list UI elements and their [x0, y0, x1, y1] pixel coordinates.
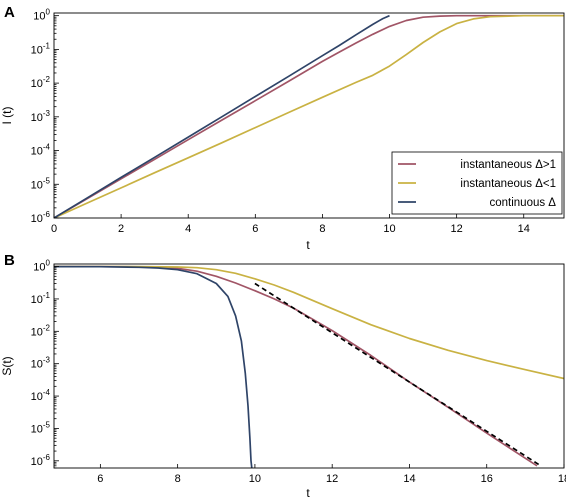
panel-a: A instantaneous Δ>1 instantaneous Δ<1 cont… — [0, 4, 565, 252]
legend-entry-instantaneous-gt-1: instantaneous Δ>1 — [460, 159, 556, 171]
panel-b-x-tick-label-14: 14 — [403, 473, 415, 485]
panel-b-x-tick-label-18: 18 — [558, 473, 566, 485]
tick-exponent: -4 — [43, 388, 51, 397]
legend-box — [391, 151, 563, 215]
panel-a-y-tick-label-0: 10-6 — [31, 210, 51, 225]
tick-base: 10 — [31, 112, 43, 124]
panel-a-y-tick-label-4: 10-2 — [31, 75, 51, 90]
panel-b-x-tick-label-12: 12 — [326, 473, 338, 485]
tick-exponent: -5 — [43, 176, 51, 185]
tick-base: 10 — [31, 326, 43, 338]
panel-a-x-tick-label-8: 8 — [319, 223, 325, 235]
panel-b: B 681012141618 10-610-510-410-310-210-11… — [0, 252, 566, 500]
panel-b-y-tick-label-0: 10-6 — [31, 453, 51, 468]
tick-base: 10 — [31, 179, 43, 191]
panel-a-plot-frame — [53, 12, 565, 219]
tick-exponent: -3 — [43, 356, 51, 365]
tick-exponent: -5 — [43, 420, 51, 429]
panel-a-x-axis: 0 2 4 6 8 10 12 14 — [51, 214, 530, 235]
panel-b-y-tick-label-6: 100 — [33, 259, 50, 274]
panel-b-series-reference-line — [254, 282, 542, 467]
tick-exponent: -6 — [43, 210, 51, 219]
tick-exponent: -3 — [43, 109, 51, 118]
tick-exponent: -1 — [43, 41, 51, 50]
panel-a-x-tick-label-12: 12 — [451, 223, 463, 235]
panel-b-series — [54, 265, 564, 468]
panel-b-y-tick-label-3: 10-3 — [31, 356, 51, 371]
panel-a-x-tick-label-0: 0 — [51, 223, 57, 235]
panel-a-y-tick-label-1: 10-5 — [31, 176, 51, 191]
panel-b-series-instantaneous-gt-1-line — [54, 265, 538, 467]
tick-exponent: -2 — [43, 323, 51, 332]
panel-a-series-instantaneous-gt-1-line — [54, 14, 564, 218]
tick-exponent: 0 — [46, 8, 51, 17]
panel-b-x-tick-label-6: 6 — [97, 473, 103, 485]
panel-b-y-label: S(t) — [0, 356, 14, 375]
panel-b-x-tick-label-10: 10 — [249, 473, 261, 485]
tick-base: 10 — [31, 213, 43, 225]
panel-a-y-tick-label-6: 100 — [33, 8, 50, 23]
panel-a-x-label: t — [306, 238, 310, 252]
tick-base: 10 — [31, 456, 43, 468]
panel-a-x-tick-label-2: 2 — [118, 223, 124, 235]
tick-exponent: -1 — [43, 291, 51, 300]
panel-a-y-tick-label-5: 10-1 — [31, 41, 51, 56]
tick-base: 10 — [31, 146, 43, 158]
panel-b-plot-frame — [53, 263, 565, 469]
panel-a-x-tick-label-14: 14 — [518, 223, 530, 235]
legend-entry-instantaneous-lt-1: instantaneous Δ<1 — [460, 178, 556, 190]
tick-exponent: -2 — [43, 75, 51, 84]
tick-base: 10 — [31, 391, 43, 403]
tick-exponent: 0 — [46, 259, 51, 268]
tick-base: 10 — [31, 78, 43, 90]
panel-b-series-instantaneous-lt-1-line — [54, 265, 564, 380]
panel-a-x-tick-label-10: 10 — [383, 223, 395, 235]
panel-a-series-instantaneous-lt-1-line — [54, 14, 564, 218]
tick-base: 10 — [33, 11, 45, 23]
tick-base: 10 — [33, 262, 45, 274]
panel-a-y-label: I (t) — [0, 107, 14, 125]
panel-b-series-continuous-line — [54, 265, 253, 468]
panel-letter-b: B — [4, 252, 15, 269]
legend-entry-continuous: continuous Δ — [489, 197, 556, 209]
panel-b-y-tick-label-4: 10-2 — [31, 323, 51, 338]
tick-base: 10 — [31, 294, 43, 306]
tick-exponent: -4 — [43, 143, 51, 152]
tick-base: 10 — [31, 44, 43, 56]
panel-letter-a: A — [4, 4, 15, 21]
panel-b-x-tick-label-16: 16 — [481, 473, 493, 485]
panel-a-x-tick-label-6: 6 — [252, 223, 258, 235]
panel-a-series — [54, 14, 564, 218]
panel-b-y-tick-label-5: 10-1 — [31, 291, 51, 306]
tick-exponent: -6 — [43, 453, 51, 462]
panel-a-y-tick-label-3: 10-3 — [31, 109, 51, 124]
panel-b-x-label: t — [306, 486, 310, 500]
legend: instantaneous Δ>1 instantaneous Δ<1 contin… — [391, 151, 563, 215]
panel-a-x-tick-label-4: 4 — [185, 223, 191, 235]
panel-a-series-continuous-line — [54, 14, 390, 218]
panel-b-y-tick-label-2: 10-4 — [31, 388, 51, 403]
panel-a-y-tick-label-2: 10-4 — [31, 143, 51, 158]
tick-base: 10 — [31, 423, 43, 435]
panel-b-x-axis: 6 8 10 12 14 16 18 — [97, 464, 566, 485]
panel-b-y-tick-label-1: 10-5 — [31, 420, 51, 435]
tick-base: 10 — [31, 359, 43, 371]
panel-b-x-tick-label-8: 8 — [175, 473, 181, 485]
